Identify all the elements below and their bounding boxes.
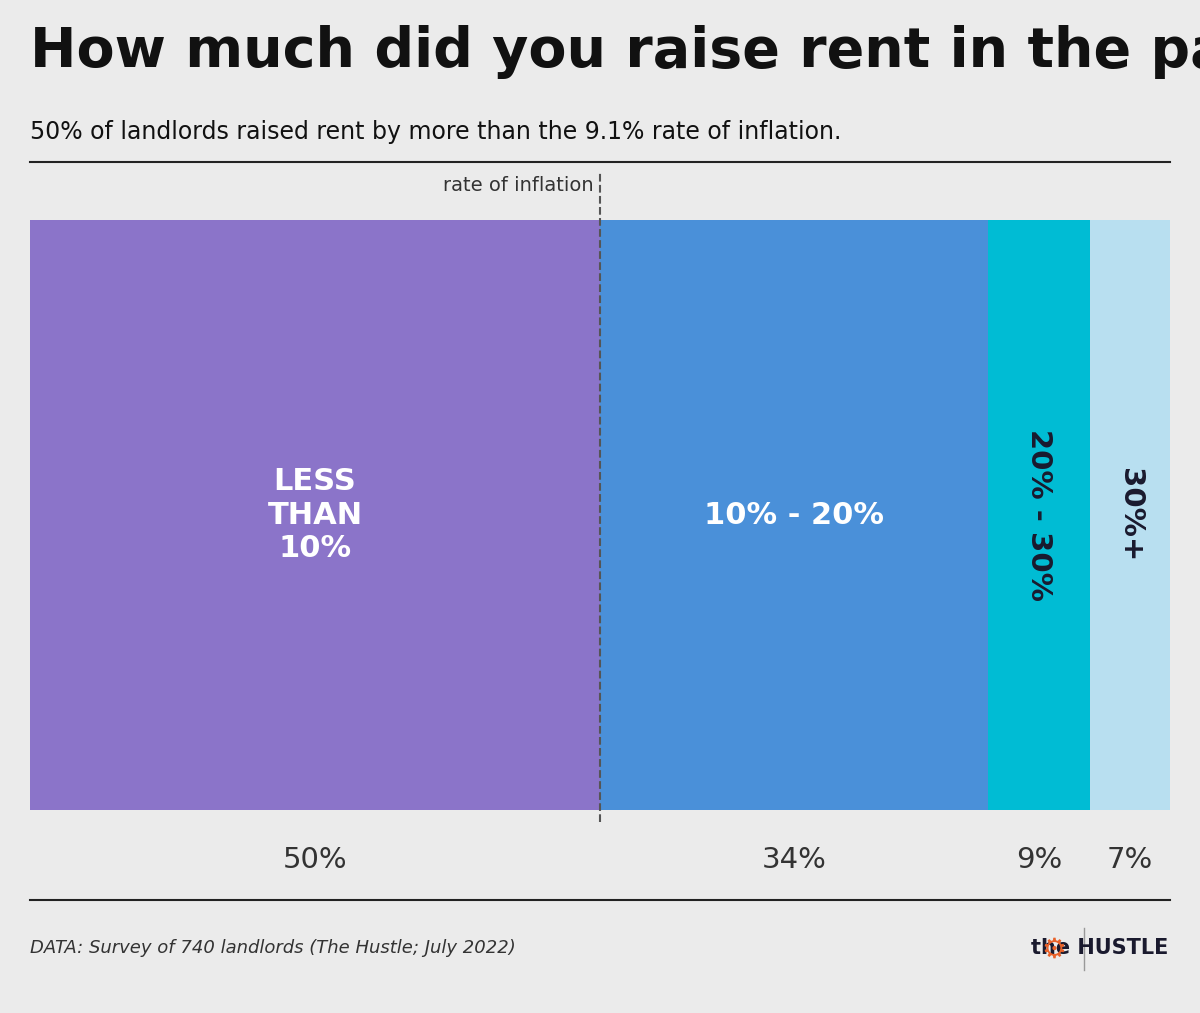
Text: rate of inflation: rate of inflation — [443, 176, 594, 194]
Bar — [988, 220, 1091, 810]
Text: ⚙: ⚙ — [1042, 936, 1067, 964]
Bar — [600, 220, 988, 810]
Bar — [1091, 220, 1170, 810]
Text: How much did you raise rent in the past year?: How much did you raise rent in the past … — [30, 25, 1200, 79]
Text: 20% - 30%: 20% - 30% — [1025, 430, 1052, 601]
Text: 10% - 20%: 10% - 20% — [704, 500, 884, 530]
Text: 34%: 34% — [761, 846, 827, 874]
Text: 9%: 9% — [1015, 846, 1062, 874]
Bar — [30, 220, 600, 810]
Text: 7%: 7% — [1106, 846, 1153, 874]
Text: 50% of landlords raised rent by more than the 9.1% rate of inflation.: 50% of landlords raised rent by more tha… — [30, 120, 841, 144]
Text: 50%: 50% — [283, 846, 347, 874]
Text: 30%+: 30%+ — [1116, 468, 1144, 562]
Text: the HUSTLE: the HUSTLE — [1031, 938, 1168, 958]
Text: LESS
THAN
10%: LESS THAN 10% — [268, 467, 362, 563]
Text: DATA: Survey of 740 landlords (The Hustle; July 2022): DATA: Survey of 740 landlords (The Hustl… — [30, 939, 516, 957]
